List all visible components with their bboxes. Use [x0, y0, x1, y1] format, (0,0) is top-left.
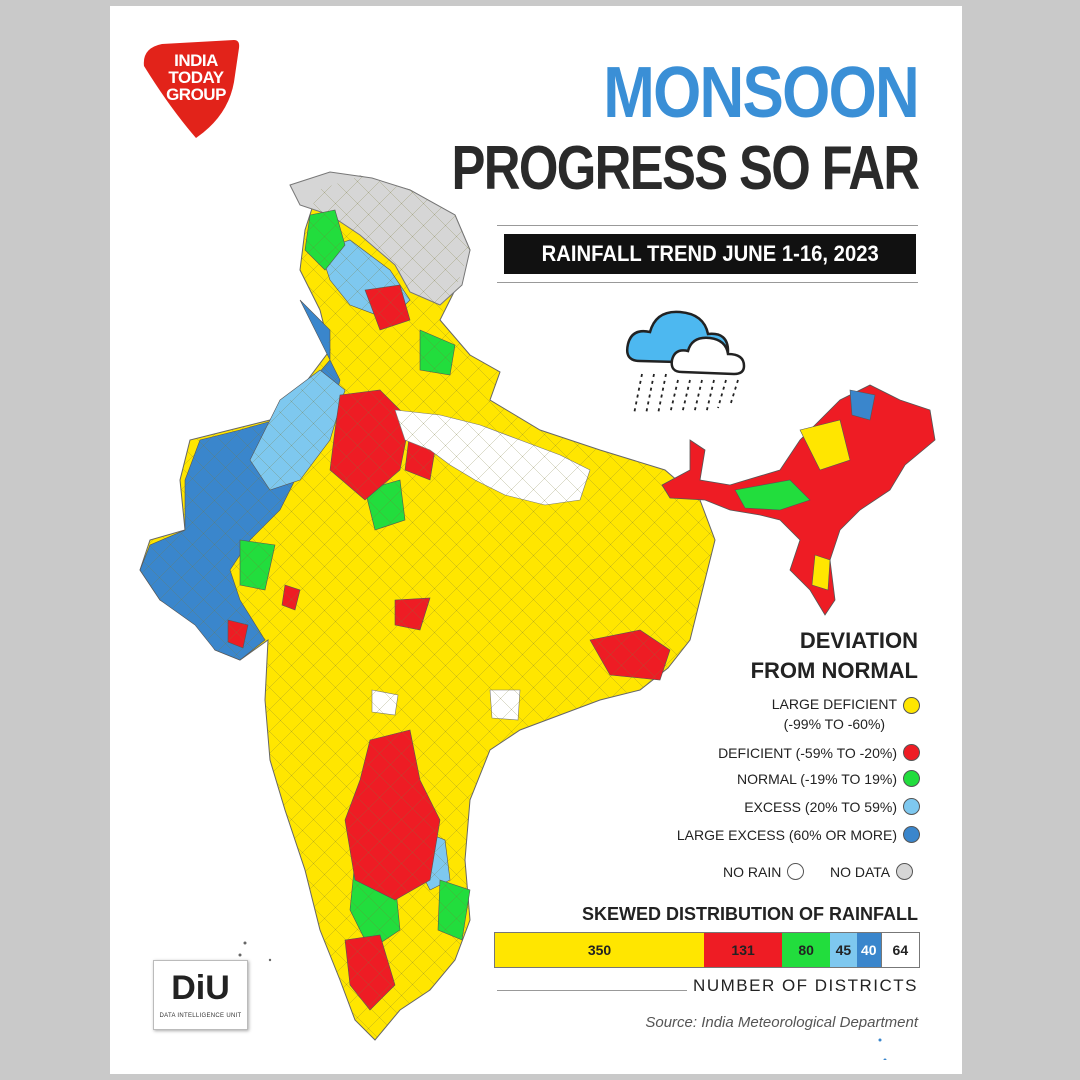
distribution-title: SKEWED DISTRIBUTION OF RAINFALL	[582, 904, 918, 924]
legend-swatch-white	[787, 863, 805, 880]
india-today-logo-text: INDIA TODAY GROUP	[166, 51, 226, 104]
legend-item-no-data: NO DATA	[830, 863, 914, 880]
legend-swatch-yellow	[903, 697, 920, 714]
divider	[497, 990, 687, 991]
legend-swatch-green	[903, 770, 920, 787]
bar-segment-deficient: 131	[704, 933, 783, 967]
india-rainfall-map	[139, 171, 936, 1060]
distribution-bar: 350 131 80 45 40 64	[494, 932, 920, 968]
title-line-2: PROGRESS SO FAR	[451, 134, 920, 203]
legend-item-normal: NORMAL (-19% TO 19%)	[737, 770, 920, 787]
divider	[497, 225, 918, 226]
legend-swatch-grey	[896, 863, 914, 880]
legend-swatch-light-blue	[903, 798, 920, 815]
legend-item-deficient: DEFICIENT (-59% TO -20%)	[718, 744, 920, 761]
bar-segment-large-deficient: 350	[495, 933, 704, 967]
divider	[497, 282, 918, 283]
bar-segment-no-rain: 64	[880, 933, 919, 967]
source-credit: Source: India Meteorological Department	[645, 1014, 918, 1031]
diu-logo: DiU DATA INTELLIGENCE UNIT	[153, 960, 248, 1030]
title-line-1: MONSOON	[603, 53, 919, 133]
bar-segment-large-excess: 40	[856, 933, 881, 967]
bar-segment-normal: 80	[782, 933, 830, 967]
bar-segment-excess: 45	[829, 933, 857, 967]
legend-item-excess: EXCESS (20% TO 59%)	[744, 798, 920, 815]
distribution-units: NUMBER OF DISTRICTS	[693, 976, 918, 995]
legend-item-large-excess: LARGE EXCESS (60% OR MORE)	[677, 826, 920, 843]
legend-item-large-deficient: LARGE DEFICIENT (-99% TO -60%)	[772, 694, 920, 734]
date-range-banner: RAINFALL TREND JUNE 1-16, 2023	[504, 234, 916, 274]
india-today-logo	[143, 40, 240, 138]
legend-swatch-dark-blue	[903, 826, 920, 843]
diu-logo-subtext: DATA INTELLIGENCE UNIT	[159, 1013, 242, 1019]
diu-logo-text: DiU	[171, 969, 230, 1007]
legend-title: DEVIATION FROM NORMAL	[750, 628, 918, 683]
legend-item-no-rain: NO RAIN	[723, 863, 805, 880]
rain-cloud-icon	[626, 310, 746, 415]
legend-swatch-red	[903, 744, 920, 761]
